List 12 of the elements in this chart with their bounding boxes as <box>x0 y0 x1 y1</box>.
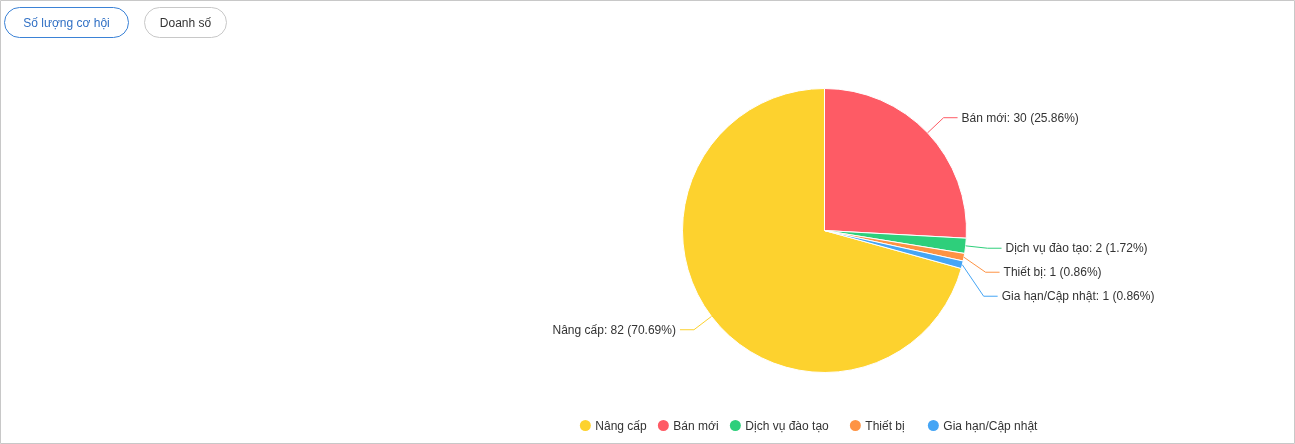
data-label: Bán mới: 30 (25.86%) <box>961 110 1079 125</box>
data-label: Nâng cấp: 82 (70.69%) <box>552 322 676 337</box>
legend-label: Bán mới <box>673 418 719 433</box>
data-label: Thiết bị: 1 (0.86%) <box>1003 265 1102 280</box>
text: Doanh số <box>159 15 212 30</box>
legend-label: Dịch vụ đào tạo <box>745 418 830 433</box>
data-label: Gia hạn/Cập nhật: 1 (0.86%) <box>1001 289 1155 304</box>
data-label: Dịch vụ đào tạo: 2 (1.72%) <box>1005 241 1148 256</box>
text: Số lượng cơ hội <box>23 15 110 30</box>
legend-label: Thiết bị <box>865 418 905 433</box>
legend-label: Gia hạn/Cập nhật <box>943 418 1039 433</box>
legend-label: Nâng cấp <box>595 418 648 433</box>
